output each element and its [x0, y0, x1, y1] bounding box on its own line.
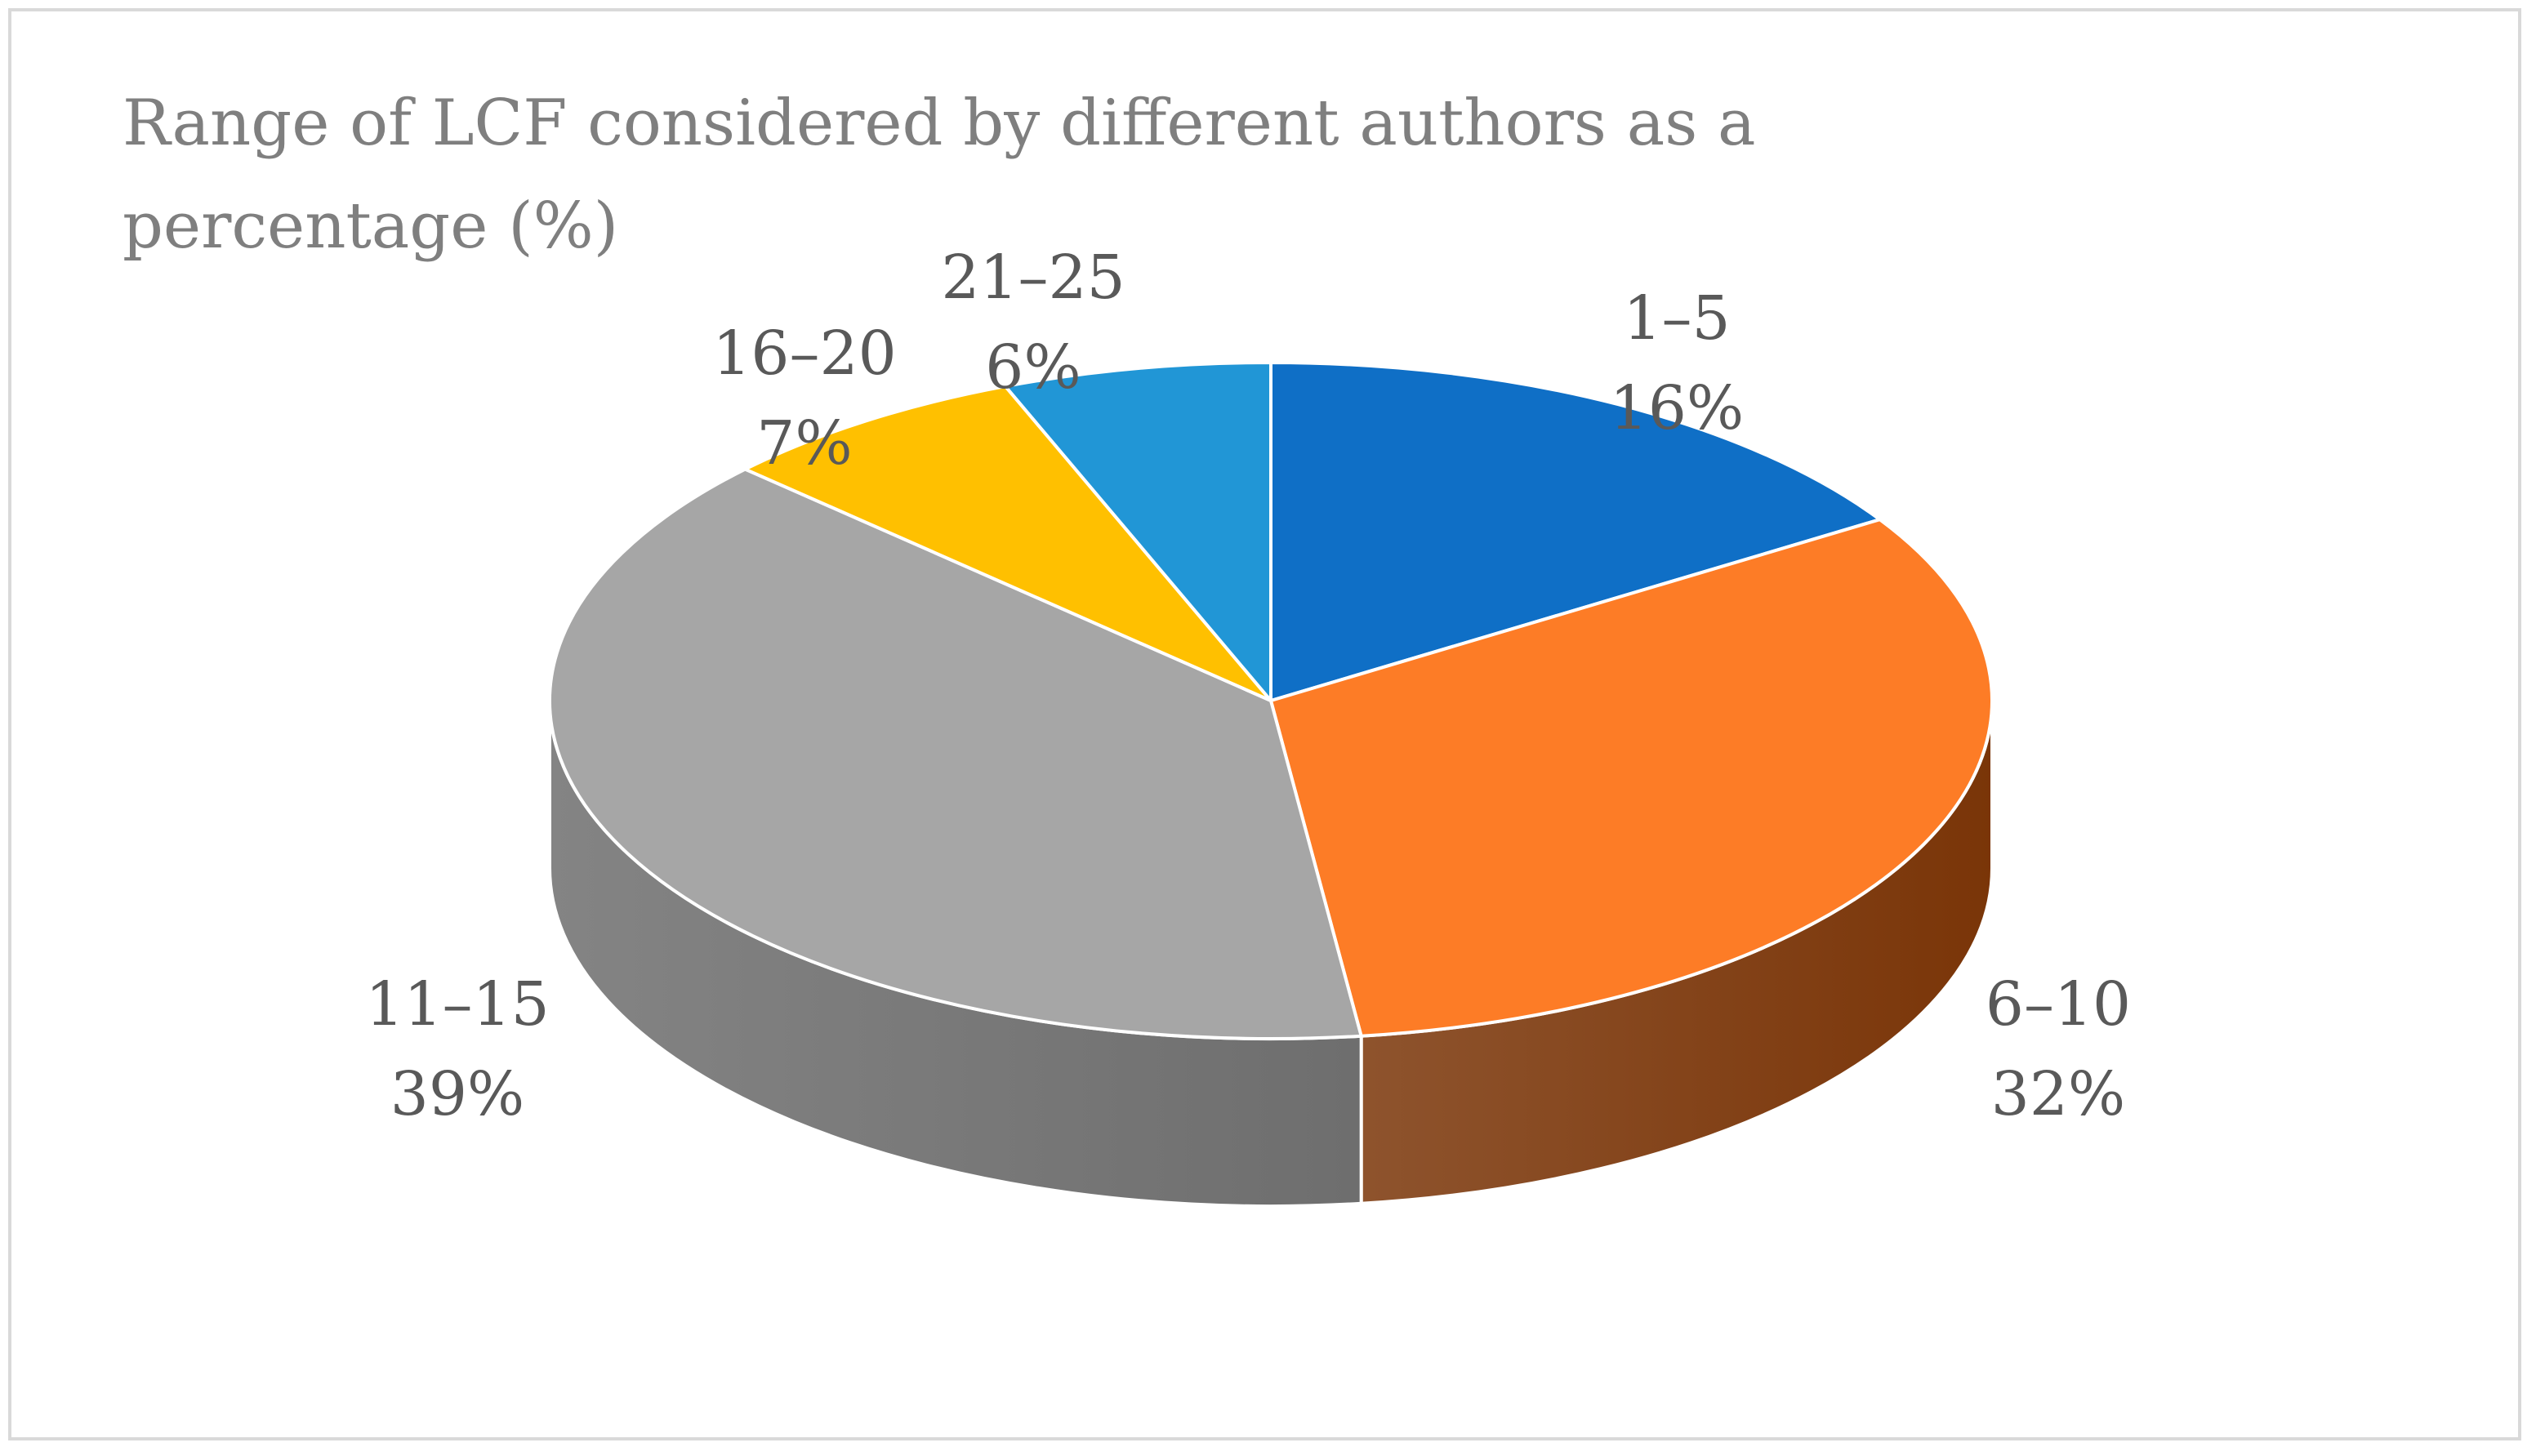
pie-labels: 1–5 16% 6–10 32% 11–15 39% 16–20 7% 21–25 6%: [365, 243, 2131, 1129]
slice-category-label: 6–10: [1986, 969, 2131, 1040]
slice-category-label: 16–20: [712, 318, 896, 389]
slice-percent-label: 39%: [390, 1059, 524, 1129]
slice-category-label: 11–15: [365, 969, 549, 1040]
slice-percent-label: 6%: [985, 332, 1081, 403]
pie-slice-21–25: [1003, 361, 1272, 702]
pie-tops: [547, 361, 1994, 1040]
slice-percent-label: 32%: [1991, 1059, 2125, 1129]
slice-category-label: 1–5: [1623, 283, 1730, 354]
pie-slice-11–15: [547, 467, 1363, 1040]
pie-slice-16–20: [743, 385, 1272, 702]
slice-percent-label: 7%: [756, 408, 852, 479]
pie-slice-1–5: [1269, 361, 1882, 702]
pie-slice-6–10: [1269, 518, 1994, 1038]
chart-title: Range of LCF considered by different aut…: [123, 87, 1756, 263]
slice-percent-label: 16%: [1610, 373, 1744, 443]
slice-category-label: 21–25: [941, 243, 1125, 313]
